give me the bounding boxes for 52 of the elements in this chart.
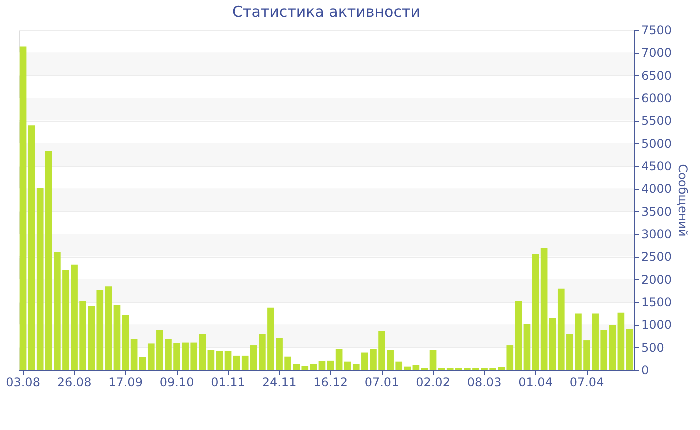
- x-tick-label: 01.11: [211, 376, 246, 390]
- y-tick-label: 2000: [642, 272, 672, 287]
- bar: [224, 351, 232, 370]
- y-tick-label: 7000: [642, 46, 672, 60]
- x-tick-label: 08.03: [467, 376, 502, 390]
- y-tick-label: 6000: [642, 92, 672, 106]
- y-axis-title: Сообщений: [676, 164, 690, 237]
- bar: [327, 360, 334, 370]
- x-tick-label: 03.08: [6, 376, 40, 390]
- bar: [532, 254, 540, 370]
- bar: [540, 248, 548, 370]
- bar: [122, 315, 130, 370]
- y-tick-label: 5000: [642, 136, 672, 151]
- x-tick-label: 09.10: [160, 376, 194, 390]
- bar: [524, 324, 531, 370]
- y-tick-label: 5500: [642, 114, 672, 128]
- y-tick-label: 0: [642, 364, 650, 378]
- x-tick-label: 07.04: [570, 376, 604, 390]
- bar: [208, 350, 215, 370]
- bar: [28, 126, 36, 370]
- y-tick-label: 1000: [642, 318, 672, 332]
- bar: [130, 339, 138, 370]
- bar: [626, 329, 634, 370]
- bar: [412, 365, 420, 370]
- bar: [336, 349, 343, 370]
- bar: [216, 351, 224, 370]
- bar: [233, 356, 240, 370]
- x-tick-label: 02.02: [416, 376, 450, 390]
- x-tick-label: 26.08: [57, 376, 92, 390]
- x-tick-label: 16.12: [314, 376, 348, 390]
- bar: [105, 286, 112, 370]
- y-tick-label: 3000: [642, 228, 672, 242]
- y-tick-label: 7500: [642, 24, 672, 38]
- x-tick-label: 07.01: [364, 376, 400, 390]
- y-tick-label: 6500: [642, 68, 672, 83]
- bar: [20, 46, 27, 370]
- y-tick-label: 4500: [642, 160, 672, 174]
- y-tick-label: 4000: [642, 182, 672, 196]
- y-tick-label: 3500: [642, 204, 672, 219]
- chart-title: Статистика активности: [232, 3, 420, 21]
- bar: [618, 312, 625, 370]
- y-tick-label: 1500: [642, 296, 672, 310]
- bar: [515, 301, 522, 370]
- bar: [318, 361, 326, 370]
- bar: [430, 350, 437, 370]
- y-tick-label: 2500: [642, 250, 672, 264]
- bar: [114, 305, 121, 370]
- x-tick-label: 24.11: [262, 376, 297, 390]
- y-tick-label: 500: [642, 340, 664, 355]
- x-tick-label: 01.04: [518, 376, 553, 390]
- bar: [310, 364, 318, 370]
- x-tick-label: 17.09: [108, 376, 143, 390]
